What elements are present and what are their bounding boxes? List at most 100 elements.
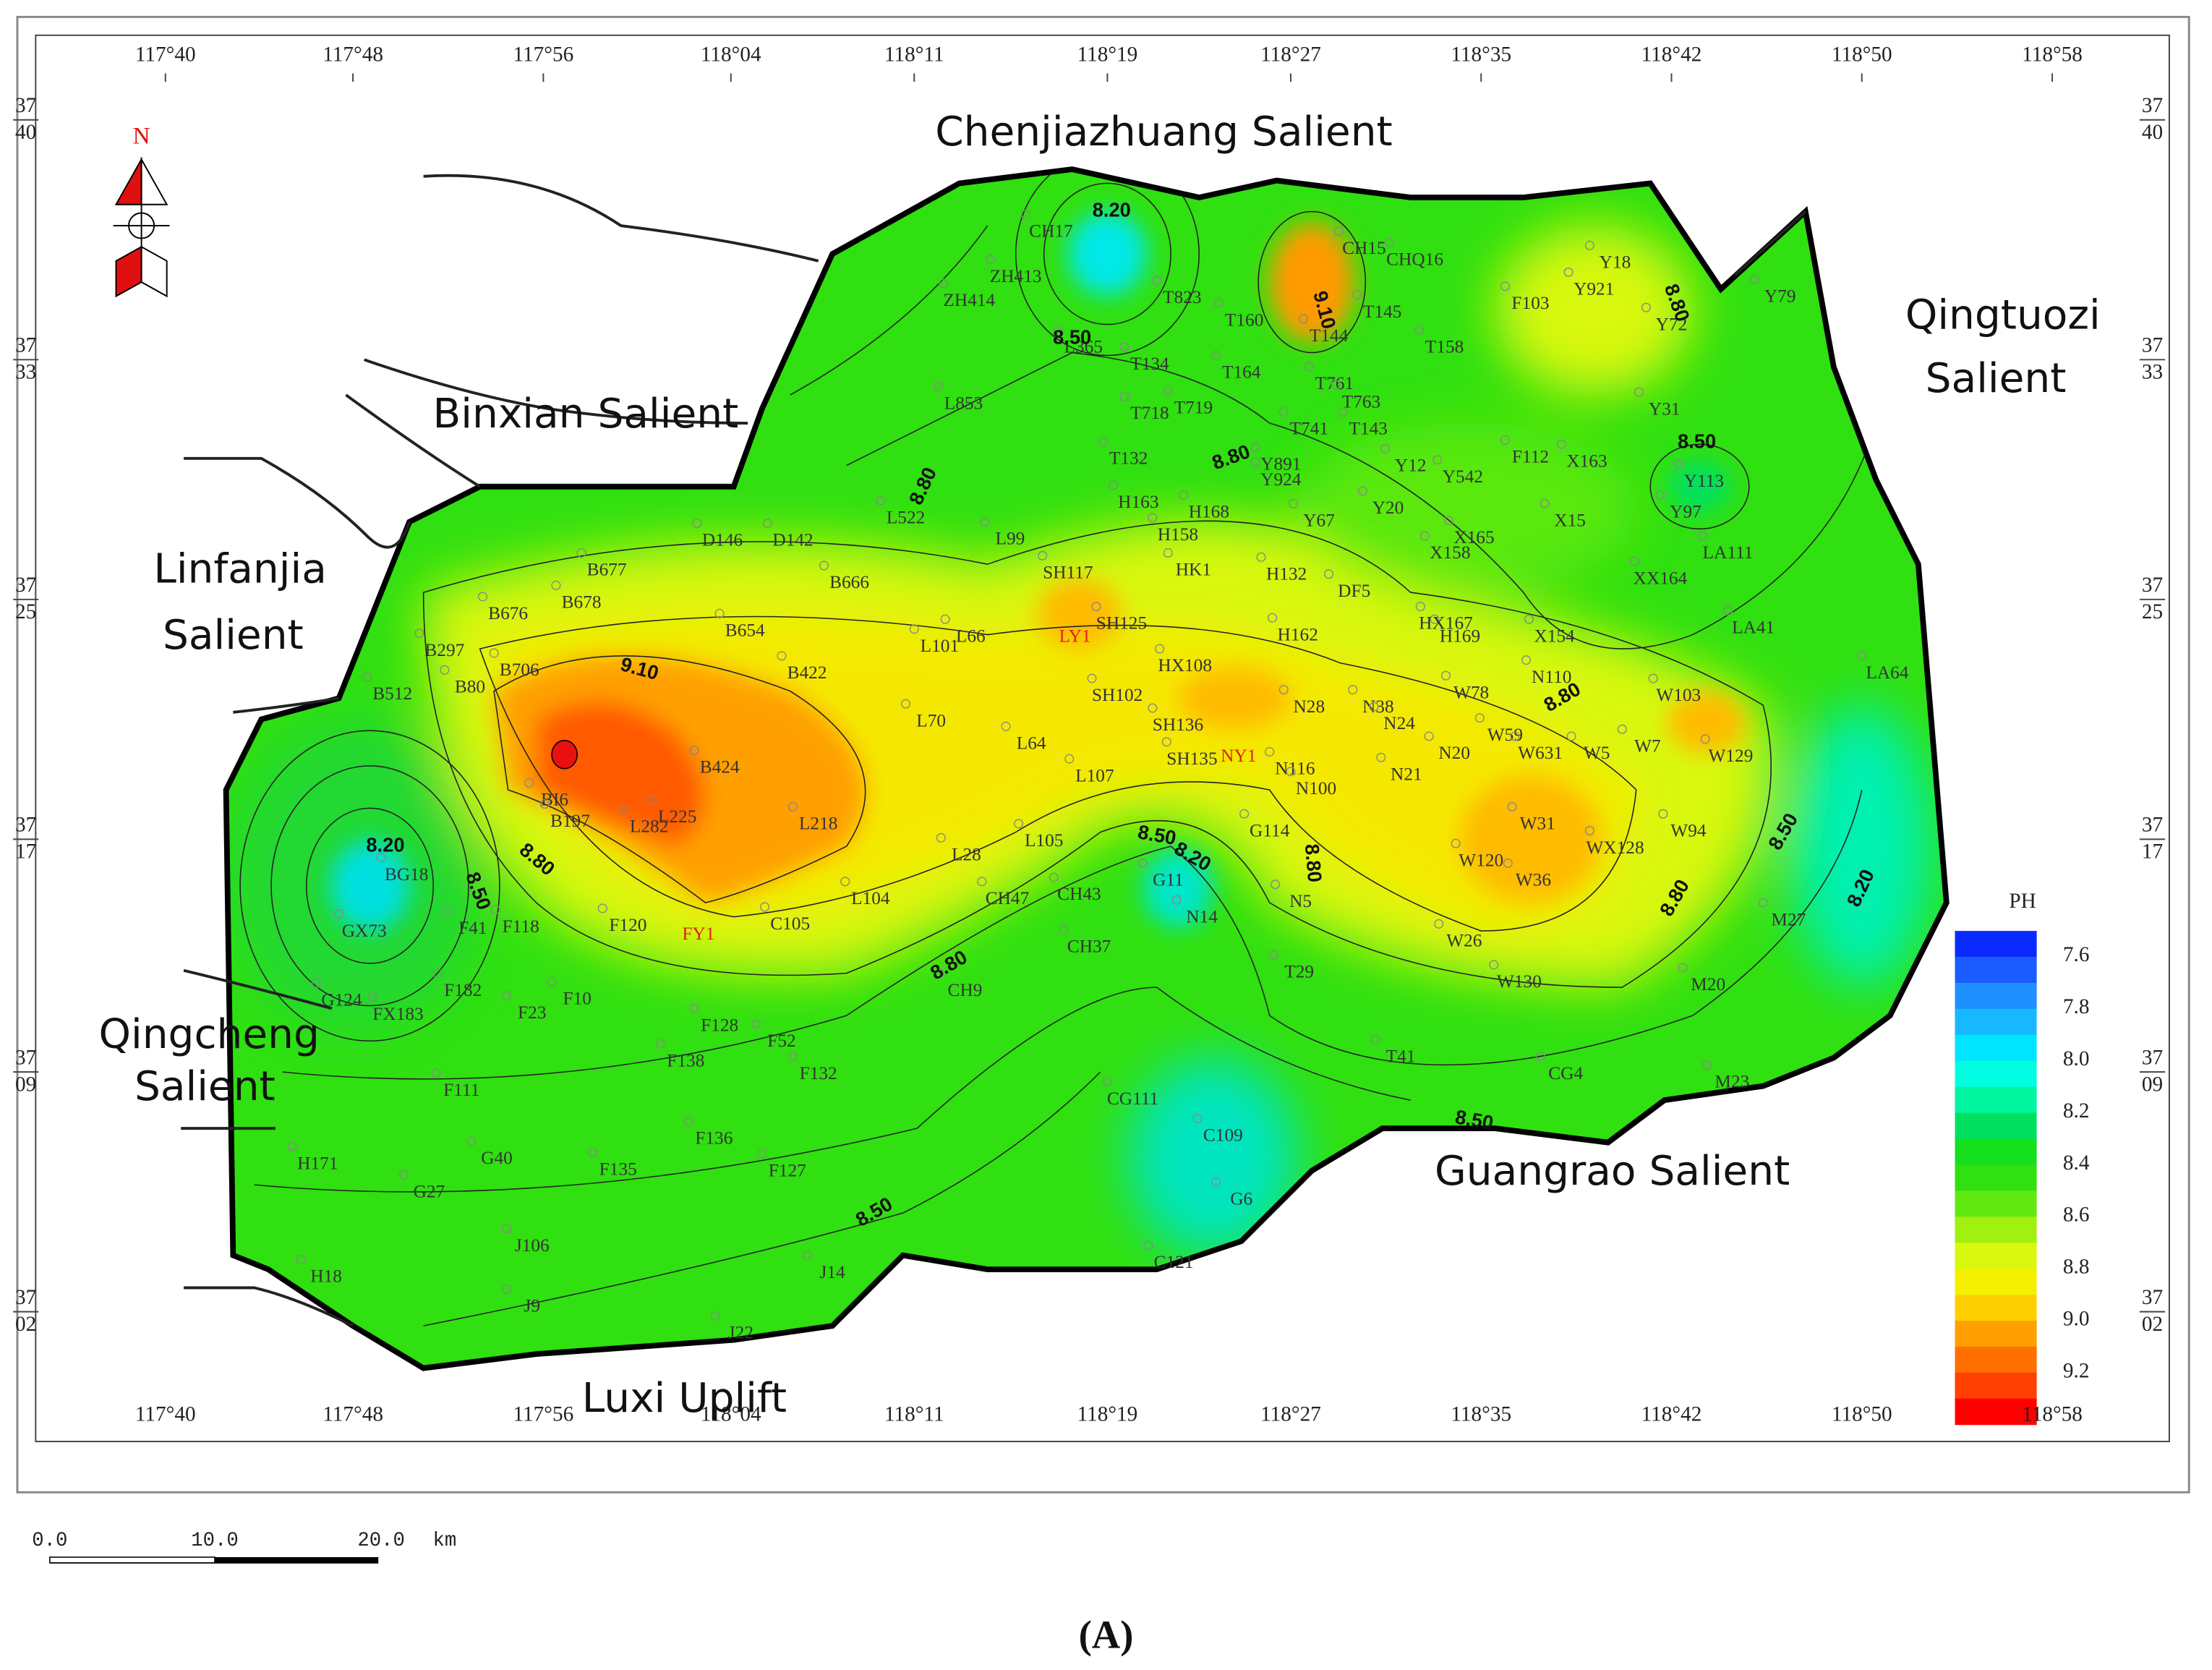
y-tick-minute: 09 [15, 1073, 36, 1096]
well-label: Y97 [1670, 502, 1701, 522]
well-label: F132 [800, 1063, 837, 1083]
well-marker [1700, 734, 1710, 744]
well-label: H163 [1118, 492, 1158, 512]
well-label: LA41 [1732, 618, 1775, 638]
well-label: D142 [772, 530, 813, 550]
well-label: T741 [1290, 419, 1329, 439]
x-tick-label: 118°11 [884, 1403, 944, 1426]
well-label: HX167 [1419, 613, 1473, 634]
y-tick-minute: 40 [2142, 121, 2163, 144]
x-tick-label: 118°58 [2022, 43, 2083, 67]
well-marker [934, 968, 944, 979]
well-label: CHQ16 [1386, 250, 1443, 270]
well-label: XX164 [1634, 568, 1688, 588]
legend-band [1955, 1295, 2037, 1321]
well-label: X154 [1534, 626, 1575, 646]
well-marker [1563, 267, 1573, 277]
highlight-well-label: LY1 [1059, 626, 1091, 646]
well-label: N21 [1391, 764, 1422, 784]
well-label: F112 [1512, 447, 1549, 467]
x-tick-label: 118°27 [1260, 1403, 1321, 1426]
well-marker [1443, 516, 1453, 526]
well-marker [1524, 614, 1534, 624]
well-label: W129 [1708, 746, 1753, 766]
legend-band [1955, 1060, 2037, 1088]
well-marker [1163, 385, 1173, 396]
x-tick-label: 118°35 [1451, 43, 1511, 67]
x-tick-label: 118°42 [1641, 1403, 1702, 1426]
legend-band [1955, 1320, 2037, 1347]
well-label: L64 [1017, 733, 1046, 754]
well-label: ZH414 [943, 290, 995, 310]
well-label: CH43 [1057, 884, 1101, 904]
well-label: H162 [1278, 624, 1318, 644]
well-label: F118 [503, 916, 539, 937]
region-label: Chenjiazhuang Salient [935, 108, 1393, 156]
region-label: Guangrao Salient [1435, 1148, 1790, 1195]
well-label: N5 [1289, 891, 1312, 911]
well-label: W26 [1446, 931, 1482, 951]
x-tick-label: 118°50 [1832, 1403, 1892, 1426]
scale-bar-graphic [49, 1556, 379, 1564]
well-label: B80 [455, 676, 485, 696]
well-label: X163 [1566, 451, 1607, 471]
well-marker [909, 624, 919, 634]
well-marker [977, 877, 987, 887]
well-marker [414, 629, 424, 639]
y-tick-minute: 02 [15, 1313, 36, 1336]
well-marker [1108, 480, 1118, 490]
legend-band [1955, 1164, 2037, 1191]
well-label: X15 [1554, 510, 1586, 530]
contour-label: 8.50 [1678, 430, 1716, 453]
well-marker [490, 905, 500, 915]
x-tick-label: 118°35 [1451, 1403, 1511, 1426]
well-label: CH17 [1029, 221, 1073, 242]
well-label: B666 [829, 572, 869, 592]
boundary-lines [181, 174, 1807, 1327]
x-tick-label: 118°11 [884, 43, 944, 67]
well-label: W31 [1520, 814, 1555, 834]
well-label: X165 [1453, 527, 1494, 548]
well-label: W59 [1487, 725, 1523, 745]
well-marker [1474, 713, 1485, 723]
well-marker [1348, 685, 1358, 695]
well-marker [1269, 950, 1279, 960]
well-label: T145 [1363, 302, 1402, 322]
well-marker [1148, 703, 1158, 713]
well-marker [597, 903, 607, 913]
well-label: Y79 [1764, 286, 1796, 306]
well-label: CH9 [948, 980, 983, 1000]
highlight-well-label: NY1 [1221, 746, 1256, 766]
well-marker [936, 832, 946, 843]
well-marker [1119, 342, 1130, 352]
well-label: F10 [563, 988, 591, 1008]
well-label: B676 [488, 603, 528, 623]
legend-label: 8.6 [2063, 1203, 2090, 1227]
well-label: Y921 [1573, 279, 1614, 299]
well-marker [1289, 498, 1299, 508]
well-label: G40 [481, 1148, 513, 1168]
x-tick-label: 117°40 [135, 1403, 196, 1426]
well-label: B512 [372, 683, 412, 704]
legend-band [1955, 1269, 2037, 1295]
well-marker [1758, 898, 1768, 908]
legend-band [1955, 931, 2037, 958]
y-tick-degree: 37 [2142, 1286, 2163, 1309]
y-tick-degree: 37 [2142, 574, 2163, 597]
well-label: CH15 [1342, 238, 1386, 258]
y-tick-minute: 17 [15, 840, 36, 864]
well-label: F128 [701, 1015, 738, 1036]
region-label: Qingtuozi [1905, 291, 2101, 338]
well-label: SH102 [1092, 685, 1143, 705]
region-label: Luxi Uplift [582, 1375, 787, 1422]
legend-band [1955, 1398, 2037, 1426]
well-label: W78 [1453, 682, 1489, 702]
well-label: HX108 [1158, 655, 1212, 676]
legend-band [1955, 1243, 2037, 1269]
well-marker [1087, 673, 1097, 683]
well-marker [1701, 1060, 1712, 1070]
north-arrow [113, 156, 170, 298]
well-label: L282 [630, 817, 669, 837]
well-marker [683, 1116, 693, 1126]
well-label: N100 [1296, 778, 1336, 798]
